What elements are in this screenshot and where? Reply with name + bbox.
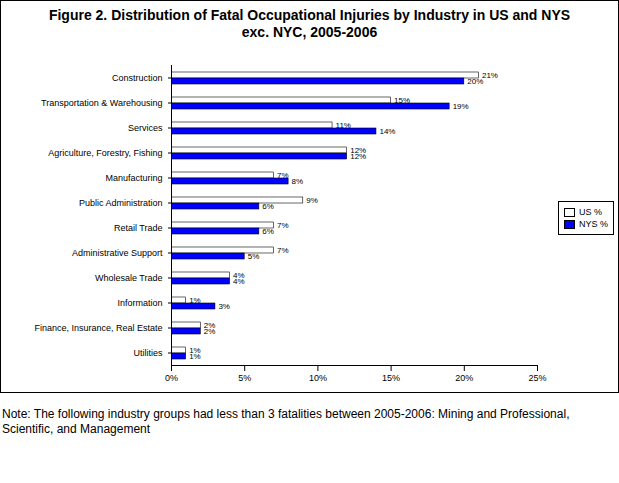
svg-text:4%: 4% — [233, 271, 245, 281]
svg-text:Information: Information — [117, 298, 162, 308]
svg-text:Wholesale Trade: Wholesale Trade — [95, 273, 163, 283]
svg-text:Manufacturing: Manufacturing — [105, 173, 162, 183]
svg-text:9%: 9% — [306, 196, 318, 205]
svg-text:21%: 21% — [482, 71, 498, 80]
html-text:NYS %: NYS % — [579, 219, 608, 229]
svg-text:2%: 2% — [203, 321, 216, 331]
svg-text:0%: 0% — [165, 373, 178, 383]
svg-text:Construction: Construction — [112, 73, 163, 83]
svg-text:Public Administration: Public Administration — [79, 198, 163, 208]
svg-text:20%: 20% — [455, 373, 473, 383]
svg-text:6%: 6% — [262, 202, 274, 211]
svg-text:5%: 5% — [248, 252, 260, 261]
svg-text:1%: 1% — [189, 346, 201, 356]
svg-text:15%: 15% — [394, 96, 410, 105]
svg-text:20%: 20% — [467, 77, 483, 86]
svg-text:Transportation & Warehousing: Transportation & Warehousing — [41, 98, 162, 108]
html-text:US %: US % — [579, 207, 602, 217]
svg-text:15%: 15% — [382, 373, 400, 383]
svg-text:Administrative Support: Administrative Support — [72, 248, 163, 258]
svg-text:1%: 1% — [189, 352, 201, 361]
svg-text:1%: 1% — [189, 296, 201, 305]
svg-text:Agriculture, Forestry, Fishing: Agriculture, Forestry, Fishing — [48, 148, 162, 158]
svg-text:4%: 4% — [233, 277, 245, 286]
svg-text:2%: 2% — [204, 327, 216, 336]
html-text:Note: The following industry g: Note: The following industry groups had … — [2, 407, 570, 436]
svg-text:7%: 7% — [277, 246, 289, 255]
svg-text:10%: 10% — [309, 373, 327, 383]
svg-text:3%: 3% — [218, 302, 230, 311]
svg-text:25%: 25% — [528, 373, 546, 383]
svg-text:Services: Services — [128, 123, 163, 133]
svg-text:19%: 19% — [453, 102, 469, 111]
svg-text:8%: 8% — [292, 177, 304, 186]
svg-text:Retail Trade: Retail Trade — [114, 223, 163, 233]
svg-text:7%: 7% — [277, 171, 289, 180]
svg-text:7%: 7% — [277, 221, 289, 230]
svg-text:6%: 6% — [262, 227, 274, 236]
svg-text:14%: 14% — [379, 127, 395, 136]
svg-text:12%: 12% — [350, 146, 367, 156]
svg-text:12%: 12% — [350, 152, 366, 161]
svg-text:Finance, Insurance, Real Estat: Finance, Insurance, Real Estate — [34, 323, 162, 333]
svg-text:5%: 5% — [238, 373, 251, 383]
html-text:Figure 2. Distribution of Fata: Figure 2. Distribution of Fatal Occupati… — [48, 7, 571, 40]
svg-text:11%: 11% — [336, 121, 351, 130]
svg-text:Utilities: Utilities — [133, 348, 163, 358]
